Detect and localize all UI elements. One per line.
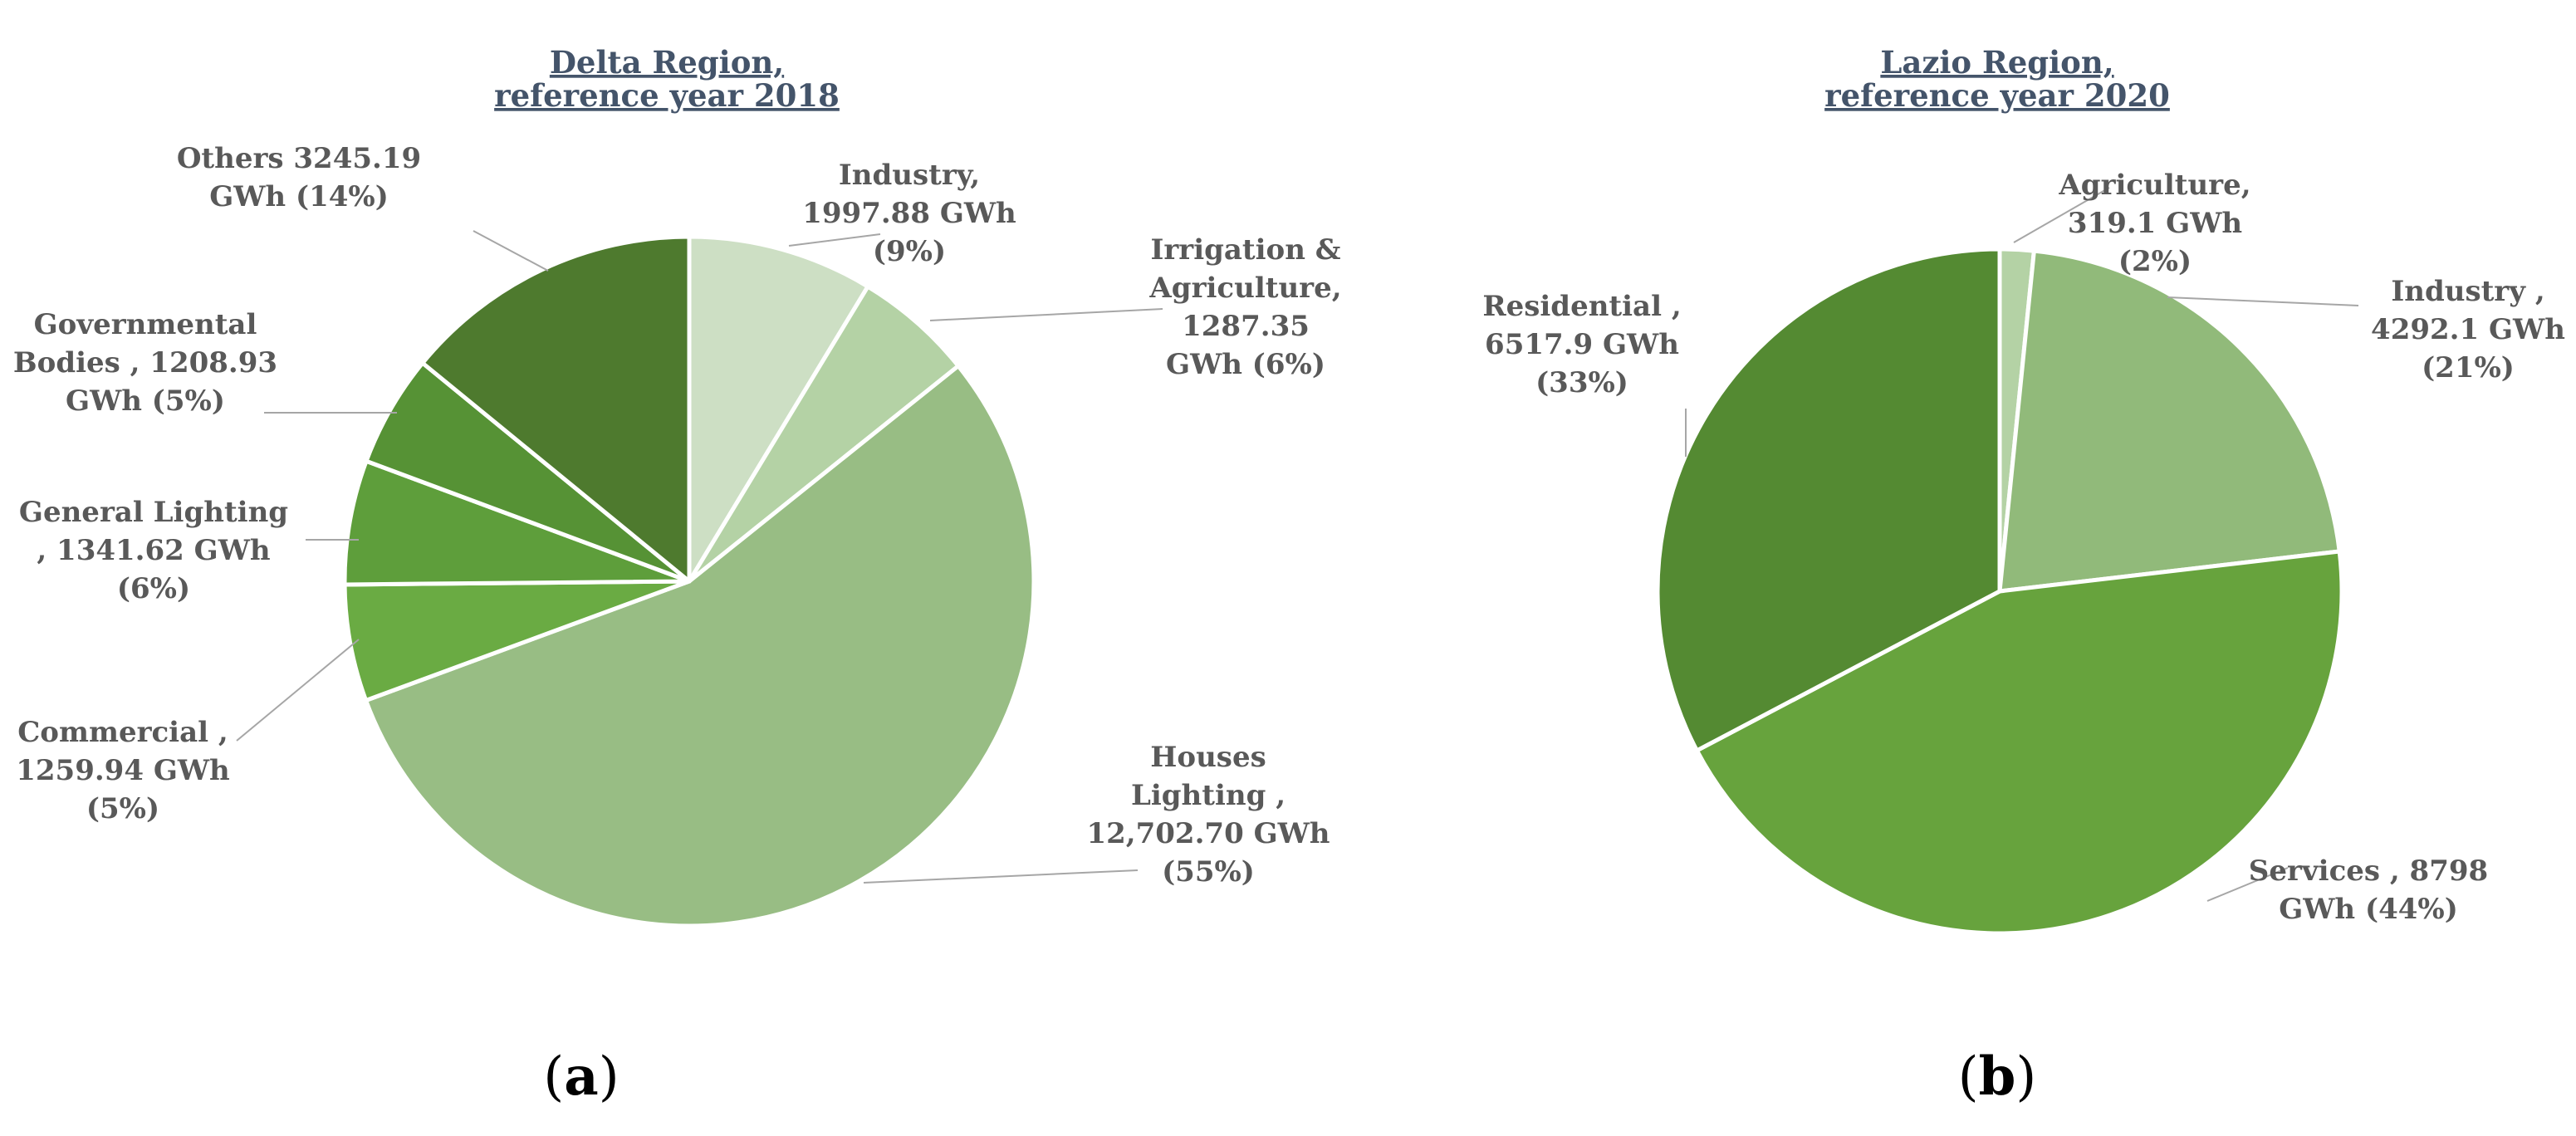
data-label-residential: Residential , 6517.9 GWh (33%): [1482, 290, 1681, 399]
data-label-others: Others 3245.19 GWh (14%): [177, 142, 421, 213]
data-label-governmental-bodies: Governmental Bodies , 1208.93 GWh (5%): [13, 308, 277, 418]
chart-title-line: reference year 2018: [494, 77, 840, 114]
data-label-general-lighting: General Lighting, 1341.62 GWh (6%): [19, 496, 288, 605]
chart-title-line: Delta Region,: [550, 44, 784, 81]
pie-slice-general-lighting: [342, 458, 692, 587]
data-label-industry: Industry, 1997.88 GWh (9%): [802, 159, 1016, 268]
pie-slice-industry: [1997, 248, 2342, 594]
data-label-commercial: Commercial , 1259.94 GWh (5%): [16, 716, 230, 825]
leader-line-agriculture: [2013, 187, 2110, 243]
leader-line-commercial: [236, 639, 360, 742]
pie-slice-residential: [1655, 247, 2002, 753]
data-label-agriculture: Agriculture, 319.1 GWh (2%): [2058, 169, 2250, 278]
pie-chart-lazio: Lazio Region,reference year 2020 Agricult…: [1482, 44, 2565, 936]
data-label-services: Services , 8798 GWh (44%): [2249, 854, 2488, 926]
leader-line-industry: [2167, 296, 2359, 306]
pie-slice-services: [1694, 549, 2344, 936]
leader-line-irrigation-agriculture: [929, 308, 1163, 321]
panel-caption-a: (a): [543, 1045, 619, 1108]
leader-line-others: [473, 230, 549, 272]
chart-title-line: Lazio Region,: [1880, 44, 2113, 81]
chart-title-line: reference year 2020: [1824, 77, 2170, 114]
leader-line-services: [2206, 867, 2289, 902]
pie-slice-governmental-bodies: [364, 360, 692, 584]
leader-line-houses-lighting: [863, 869, 1139, 884]
panel-caption-b: (b): [1958, 1045, 2037, 1108]
pie-chart-delta: Delta Region,reference year 2018 Industry…: [13, 44, 1342, 928]
leader-line-industry: [788, 233, 881, 247]
data-label-industry: Industry , 4292.1 GWh (21%): [2371, 275, 2565, 384]
data-label-houses-lighting: Houses Lighting , 12,702.70 GWh (55%): [1086, 741, 1330, 889]
pie-slice-commercial: [342, 579, 692, 703]
pie-slice-industry: [687, 234, 870, 584]
pie-slice-irrigation-agriculture: [687, 284, 961, 584]
pie-slice-houses-lighting: [364, 364, 1036, 928]
data-label-irrigation-agriculture: Irrigation & Agriculture, 1287.35 GWh (6%): [1148, 233, 1341, 381]
pie-slice-others: [420, 234, 692, 584]
